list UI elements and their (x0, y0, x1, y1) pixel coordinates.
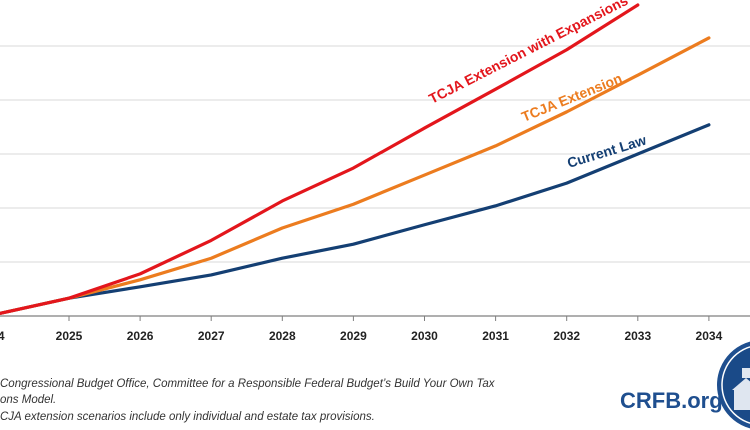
x-tick-label: 2029 (340, 329, 367, 343)
series-label-current-law: Current Law (565, 132, 648, 171)
x-tick-label: 2031 (482, 329, 509, 343)
footnote-source: Congressional Budget Office, Committee f… (0, 378, 495, 390)
line-chart: 24 2025 2026 2027 2028 2029 2030 2031 2032 2033 20… (0, 0, 750, 343)
x-tick-label: 2033 (624, 329, 651, 343)
series-line (0, 36, 711, 316)
x-tick-label: 2028 (269, 329, 296, 343)
x-tick-label: 2032 (553, 329, 580, 343)
x-tick-label: 2027 (198, 329, 225, 343)
x-tick-label: 2034 (696, 329, 723, 343)
footnote-source-cont: ons Model. (0, 394, 57, 406)
crfb-logo (717, 341, 750, 429)
x-tick-label: 2025 (56, 329, 83, 343)
series-label-tcja-extension: TCJA Extension (519, 70, 624, 125)
footnote-note: CJA extension scenarios include only ind… (0, 411, 375, 423)
x-tick-label: 2030 (411, 329, 438, 343)
x-tick-label: 24 (0, 329, 5, 343)
series-line (0, 3, 640, 316)
brand-text: CRFB.org (620, 388, 723, 413)
x-tick-label: 2026 (127, 329, 154, 343)
series-line (0, 123, 711, 316)
